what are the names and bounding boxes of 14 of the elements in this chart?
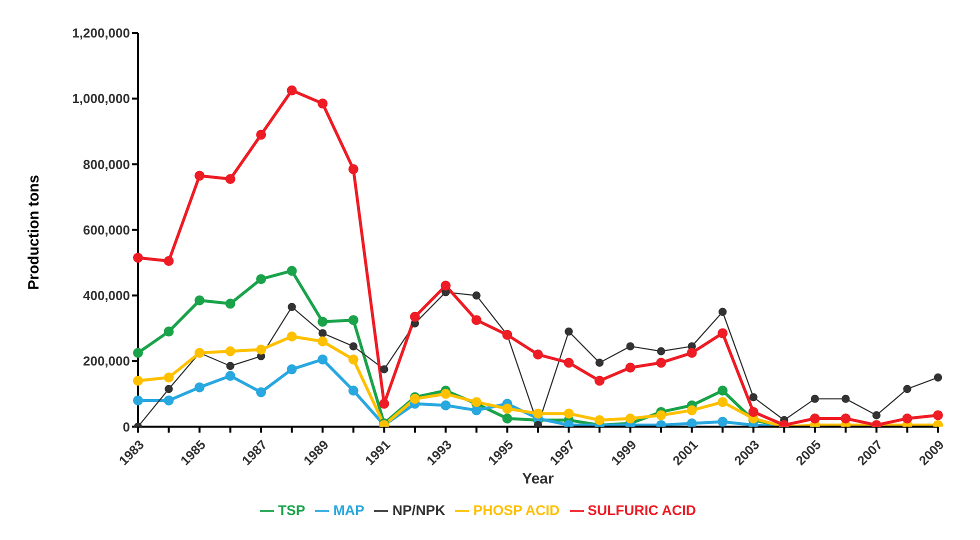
x-axis-title: Year: [522, 470, 554, 488]
legend-label: NP/NPK: [392, 502, 446, 518]
y-tick-label: 400,000: [83, 288, 130, 304]
y-axis-title: Production tons: [25, 174, 42, 290]
y-tick-label: 600,000: [83, 222, 130, 238]
y-tick-label: 1,000,000: [72, 91, 130, 106]
y-tick-label: 200,000: [83, 354, 130, 369]
legend-label: PHOSP ACID: [473, 502, 560, 518]
y-tick-label: 0: [122, 419, 130, 434]
y-tick-label: 800,000: [83, 156, 130, 172]
legend-label: TSP: [278, 502, 306, 518]
y-tick-label: 1,200,000: [72, 26, 130, 41]
legend-label: SULFURIC ACID: [588, 502, 696, 518]
legend-label: MAP: [333, 502, 364, 518]
